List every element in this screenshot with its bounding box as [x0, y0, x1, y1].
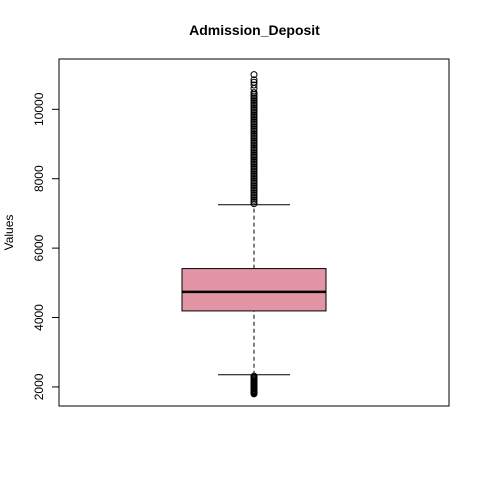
iqr-box — [181, 268, 327, 312]
y-tick-label: 4000 — [32, 304, 46, 331]
outlier-point — [250, 372, 258, 380]
outlier-point — [250, 76, 258, 84]
outlier-layer — [250, 71, 258, 398]
chart-title: Admission_Deposit — [189, 22, 320, 38]
box-layer — [181, 204, 327, 376]
outlier-point — [250, 81, 258, 89]
y-tick-label: 6000 — [32, 234, 46, 261]
outlier-point — [250, 89, 258, 97]
outlier-point — [250, 78, 258, 86]
y-tick-label: 10000 — [32, 92, 46, 126]
y-tick-label: 8000 — [32, 165, 46, 192]
outlier-point — [250, 71, 258, 79]
y-axis: 2000 4000 6000 8000 10000 — [32, 92, 60, 400]
y-axis-label: Values — [2, 215, 16, 251]
y-tick-label: 2000 — [32, 373, 46, 400]
